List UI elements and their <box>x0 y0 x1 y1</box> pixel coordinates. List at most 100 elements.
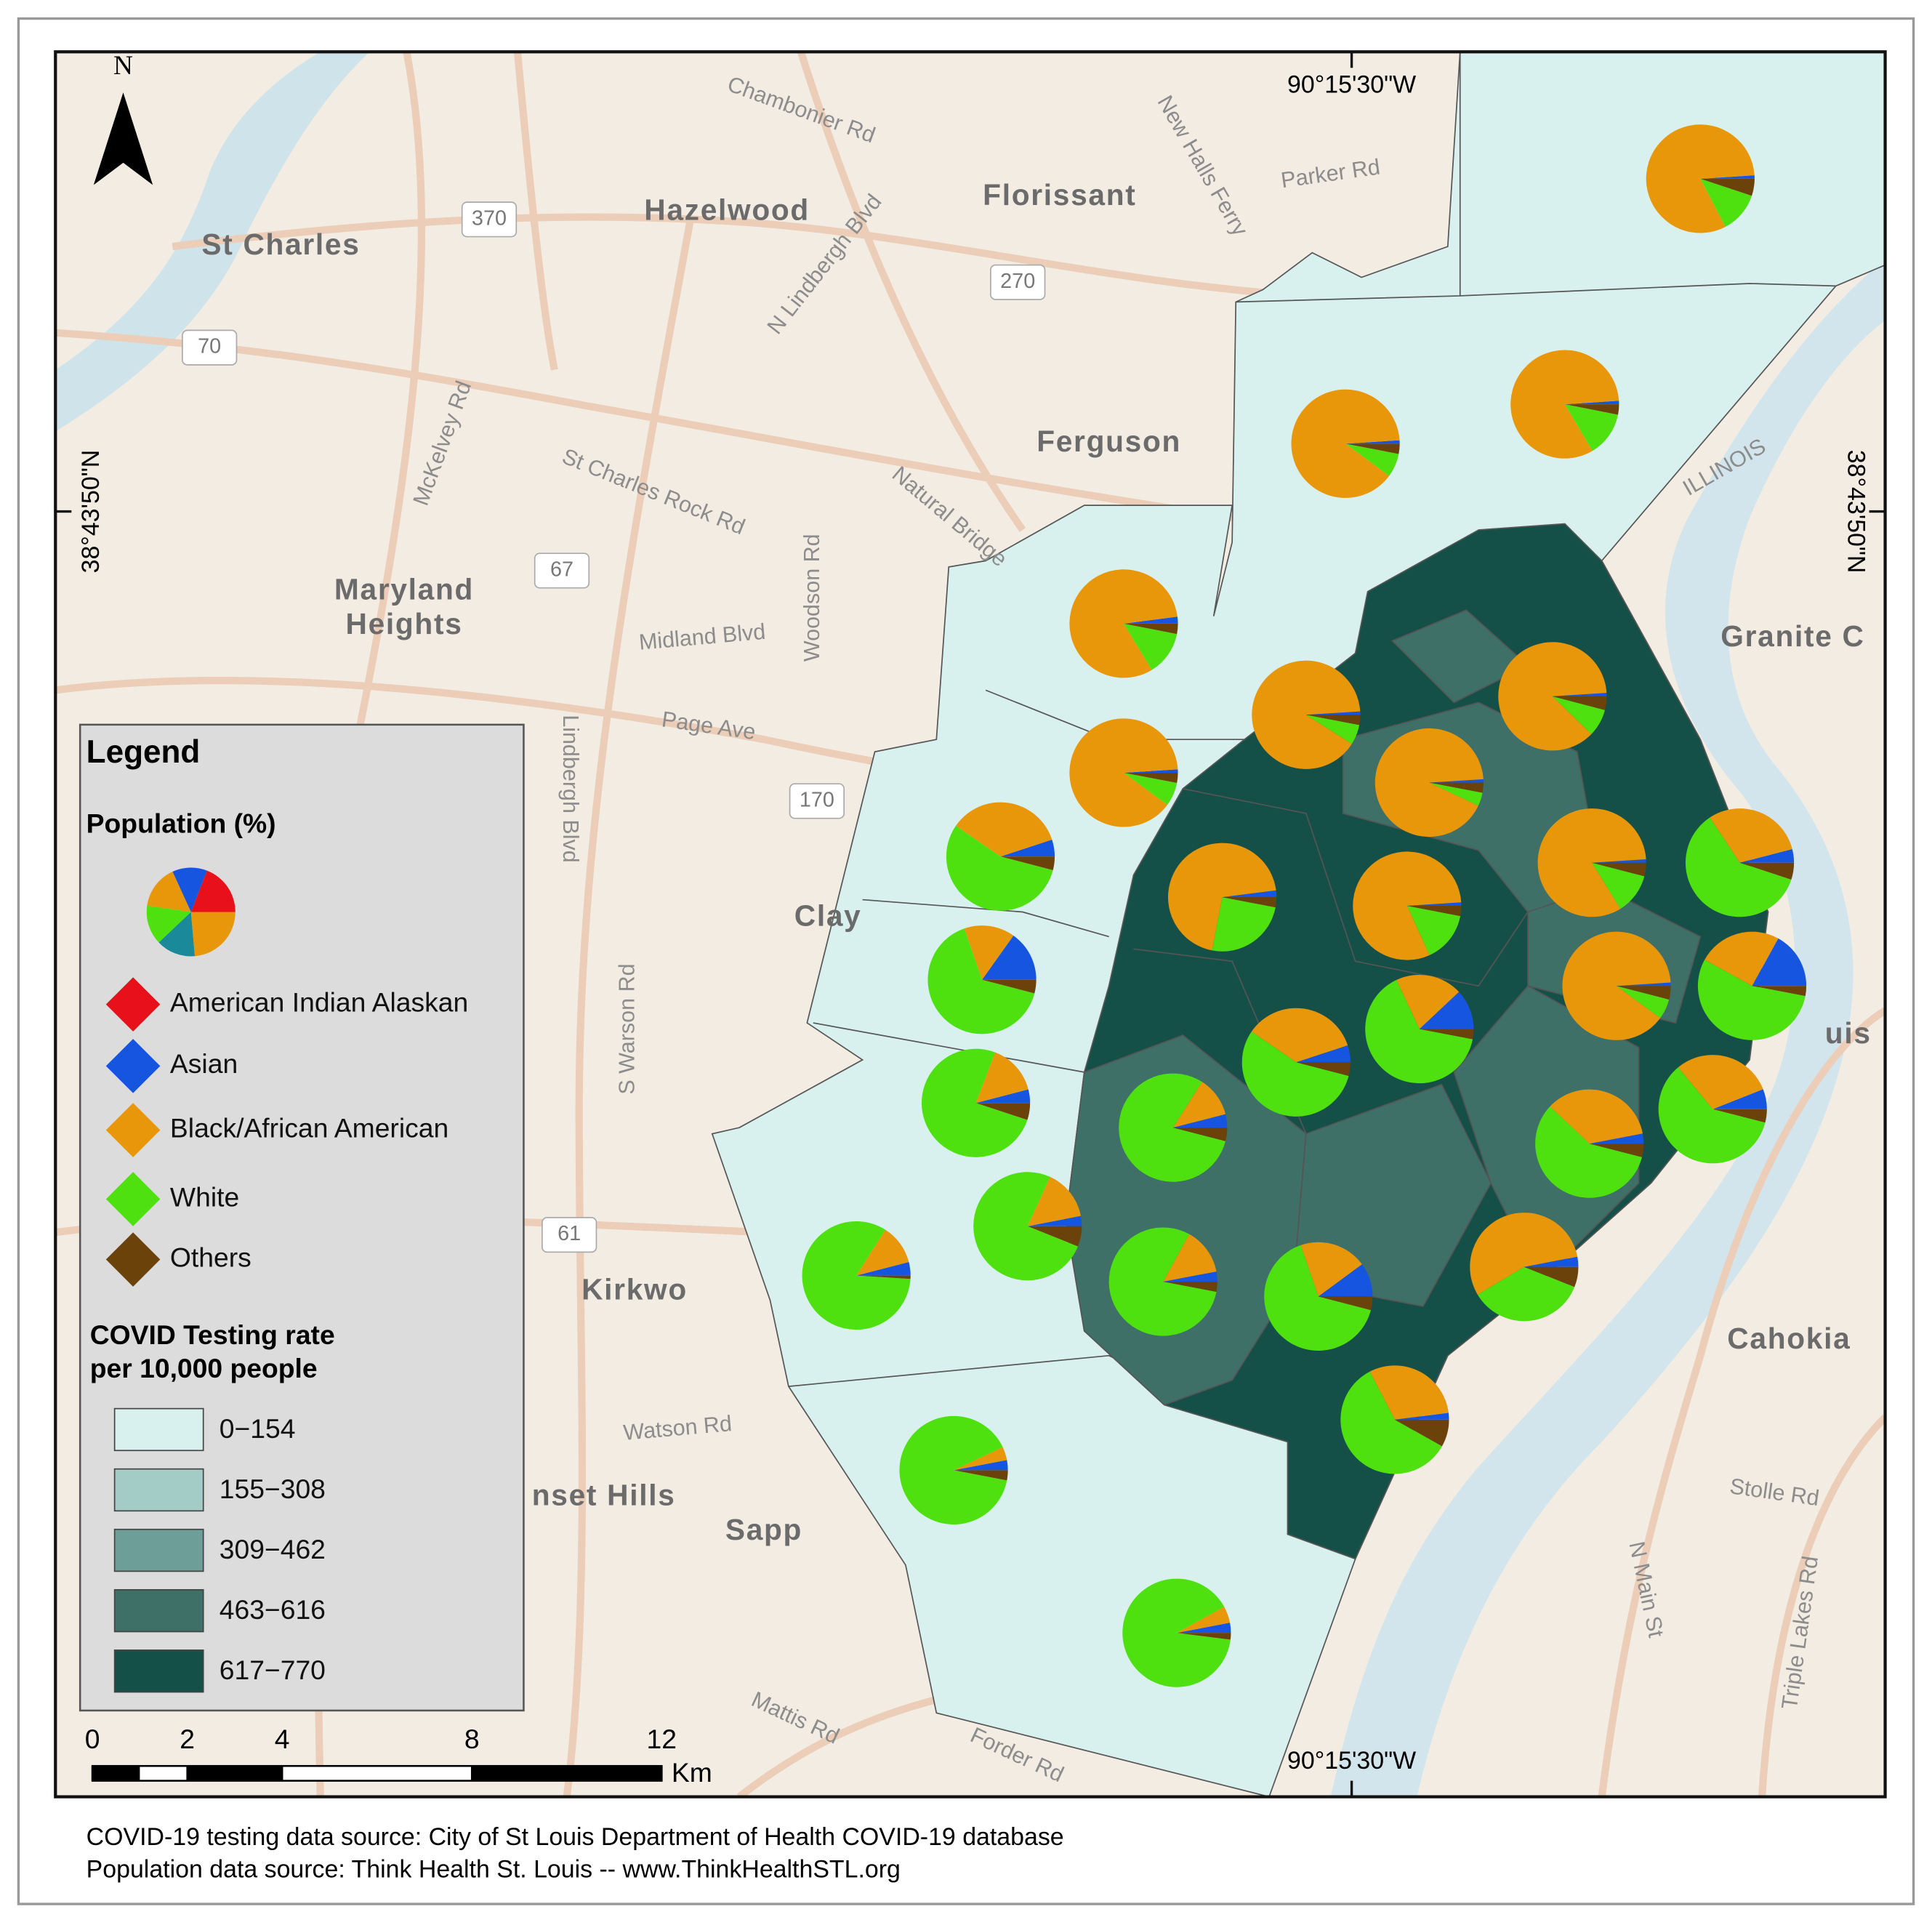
pie-slice <box>1318 1296 1373 1311</box>
pie-slice <box>1700 175 1755 179</box>
pie-slice <box>1429 782 1483 806</box>
pie-slice <box>1552 696 1606 734</box>
pie <box>1535 1089 1644 1198</box>
pie-slice <box>964 925 1014 980</box>
pie-slice <box>1108 1227 1217 1336</box>
legend-pie <box>146 867 236 957</box>
legend-swatch <box>113 1407 204 1452</box>
place-label: nset Hills <box>532 1478 676 1511</box>
pie-slice <box>1176 1633 1231 1640</box>
road-shield <box>990 264 1046 300</box>
pie-slice <box>1470 1213 1578 1295</box>
legend-heading: COVID Testing rate <box>90 1319 335 1350</box>
pie-slice <box>954 1460 1008 1471</box>
shield-label: 70 <box>198 335 221 358</box>
north-label: N <box>113 51 133 81</box>
pie-slice <box>1340 1371 1442 1474</box>
legend: Legend Population (%) COVID Testing rate… <box>79 723 525 1712</box>
shield-label: 61 <box>558 1222 581 1245</box>
pie-slice <box>975 1103 1031 1120</box>
pie-slice <box>190 912 236 957</box>
pie-slice <box>172 867 207 912</box>
pie <box>1252 660 1361 769</box>
pie-slice <box>1172 1082 1226 1128</box>
pie <box>1470 1213 1579 1322</box>
pie <box>1374 728 1484 837</box>
place-label: Kirkwo <box>581 1272 688 1306</box>
pie <box>1562 931 1671 1040</box>
pie-slice <box>1592 862 1646 877</box>
pie-slice <box>1564 404 1619 415</box>
pie-slice <box>1564 401 1619 405</box>
pie-slice <box>1168 843 1276 951</box>
pie-slice <box>1406 902 1462 907</box>
pie-slice <box>1000 839 1055 857</box>
scale-seg <box>472 1766 662 1781</box>
scale-unit: Km <box>672 1757 712 1788</box>
pie-slice <box>1305 715 1360 744</box>
road-shield <box>461 201 518 238</box>
pie-slice <box>1700 178 1755 196</box>
pie-slice <box>1172 1114 1228 1128</box>
legend-label: Others <box>170 1242 251 1272</box>
place-label: Maryland <box>334 573 474 606</box>
zone-border <box>813 1022 1084 1073</box>
place-label: Ferguson <box>1037 425 1181 458</box>
legend-swatch <box>113 1528 204 1572</box>
pie-slice <box>1163 1271 1217 1282</box>
pie-slice <box>1353 851 1462 960</box>
pie-slice <box>975 1089 1031 1104</box>
pie-slice <box>1477 1266 1575 1322</box>
pie-slice <box>1712 1109 1767 1123</box>
scale-seg <box>92 1766 140 1781</box>
scale-tick-label: 8 <box>464 1724 480 1754</box>
place-label: St Charles <box>201 228 360 261</box>
place-label: uis <box>1825 1016 1872 1050</box>
road-shield <box>534 552 590 589</box>
coord-label: 38°43'50"N <box>77 450 105 574</box>
coord-label: 90°15'30"W <box>1287 1747 1416 1775</box>
pie-slice <box>927 928 1035 1034</box>
pie-slice <box>1589 1144 1644 1157</box>
pie-slice <box>921 1048 1028 1157</box>
legend-title: Legend <box>86 734 201 770</box>
pie <box>1069 569 1178 678</box>
scale-tick-label: 2 <box>180 1724 195 1754</box>
pie-slice <box>1700 178 1752 228</box>
pie <box>1108 1227 1217 1336</box>
pie-slice <box>1241 1032 1349 1117</box>
pie-slice <box>1697 960 1806 1040</box>
legend-label: American Indian Alaskan <box>170 986 468 1017</box>
scale-tick-label: 0 <box>85 1724 100 1754</box>
pie-slice <box>1264 1245 1372 1351</box>
pie-slice <box>1318 1264 1373 1297</box>
pie-slice <box>899 1415 1007 1524</box>
pie-slice <box>146 905 191 943</box>
pie <box>1510 350 1619 459</box>
road-shield <box>789 783 845 819</box>
pie-slice <box>1646 124 1755 233</box>
pie-slice <box>1069 718 1178 827</box>
pie-slice <box>1300 1242 1362 1297</box>
pie-slice <box>1552 696 1607 710</box>
pie-slice <box>1406 906 1461 955</box>
shield-label: 67 <box>550 558 573 582</box>
pie-slice <box>1123 769 1178 773</box>
coord-label: 38°43'50"N <box>1842 450 1869 574</box>
pie <box>1119 1073 1228 1182</box>
place-label: Heights <box>346 607 463 640</box>
pie-slice <box>1617 986 1671 1000</box>
pie <box>1264 1242 1373 1351</box>
pie-slice <box>1429 779 1484 783</box>
pie-slice <box>1369 1365 1449 1420</box>
pie-slice <box>1678 1055 1763 1109</box>
zone-border <box>862 899 1109 938</box>
pie-slice <box>1212 897 1276 952</box>
shield-label: 170 <box>800 789 834 812</box>
pie-slice <box>954 1447 1007 1471</box>
zone-border <box>1460 283 1836 297</box>
road-label: Lindbergh Blvd <box>558 715 583 862</box>
pie-slice <box>1345 443 1400 454</box>
